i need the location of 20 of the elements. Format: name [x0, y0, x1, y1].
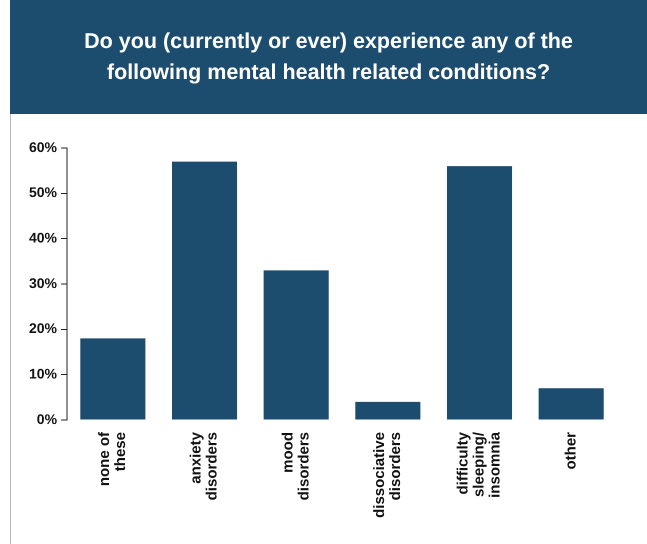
y-tick-label: 30% [28, 274, 58, 291]
y-tick-label: 0% [36, 410, 58, 427]
y-tick-label: 20% [28, 320, 58, 336]
bar [538, 388, 604, 420]
x-tick-label: other [562, 432, 580, 470]
x-tick-label: anxiety disorders [188, 431, 221, 500]
bar [446, 166, 512, 420]
x-tick-label: dissociative disorders [370, 432, 404, 518]
bar [80, 338, 146, 420]
x-tick-label: none of these [96, 430, 129, 486]
x-tick-label: mood disorders [279, 432, 312, 500]
chart-title: Do you (currently or ever) experience any of the following mental health related conditions? [10, 0, 647, 114]
bar [172, 162, 238, 420]
x-tick-label: difficulty sleeping/ insomnia [454, 431, 504, 498]
bar [264, 270, 329, 420]
y-tick-label: 40% [28, 230, 58, 246]
bar [355, 402, 420, 420]
y-tick-label: 10% [28, 366, 58, 382]
y-tick-label: 50% [28, 184, 58, 200]
y-tick-label: 60% [28, 138, 58, 155]
